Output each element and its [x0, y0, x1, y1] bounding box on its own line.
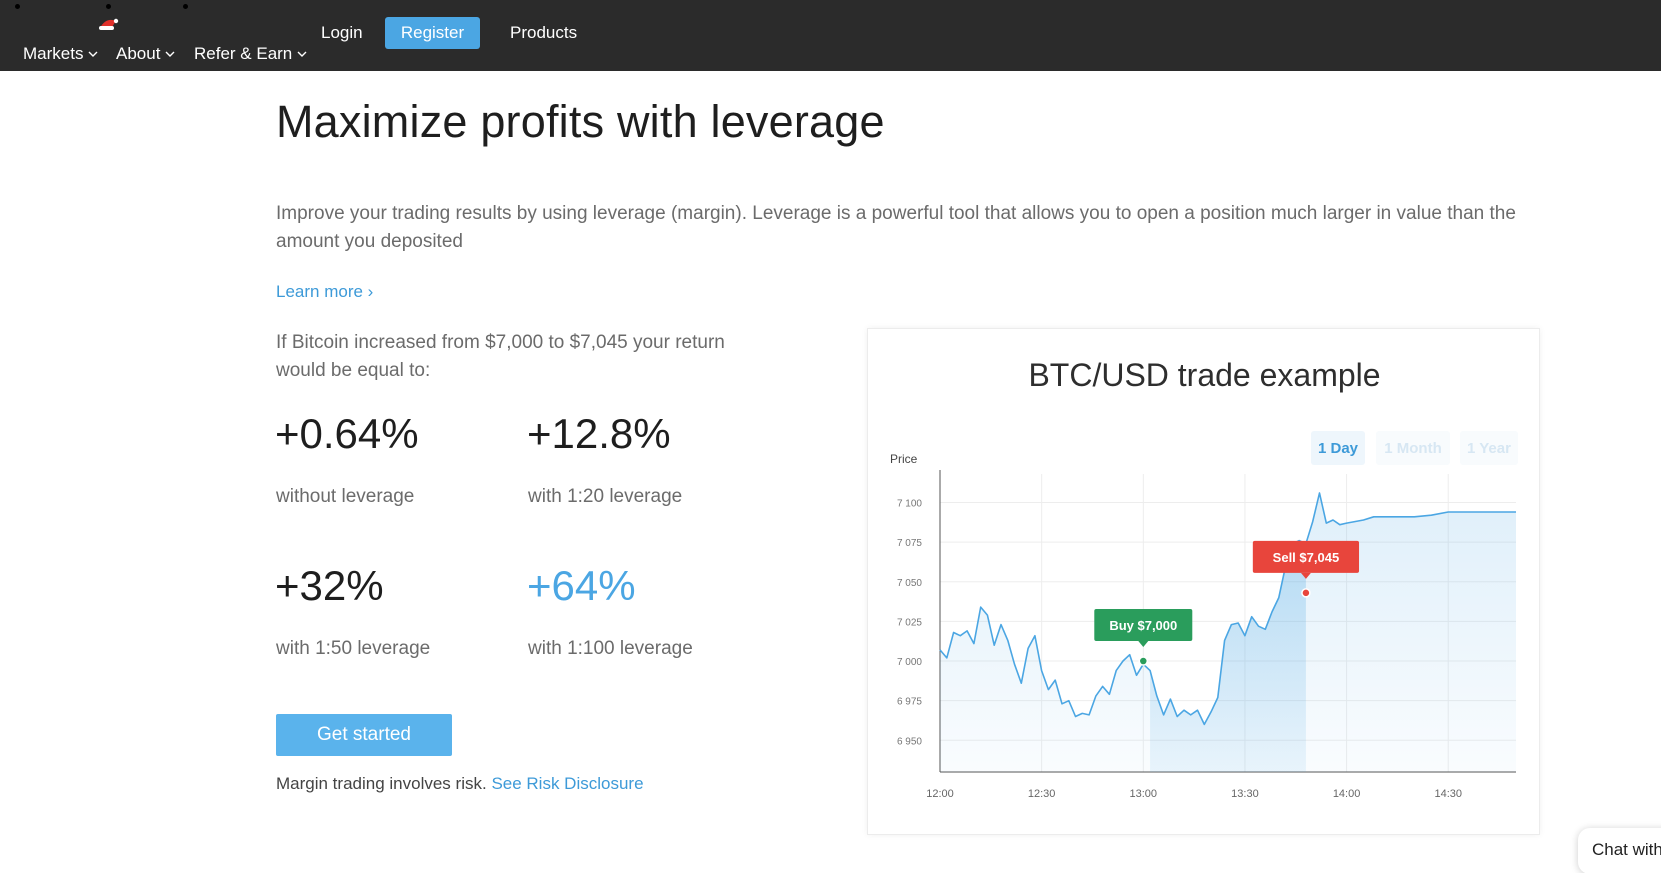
- nav-about[interactable]: About: [116, 44, 175, 64]
- range-tab-1-day[interactable]: 1 Day: [1311, 431, 1365, 465]
- return-question: If Bitcoin increased from $7,000 to $7,0…: [276, 332, 725, 381]
- login-link[interactable]: Login: [321, 23, 363, 42]
- hold-period-highlight: [1150, 540, 1306, 772]
- learn-more-link[interactable]: Learn more ›: [276, 282, 374, 301]
- y-tick-label: 7 050: [897, 578, 922, 589]
- buy-callout-pointer: [1138, 641, 1149, 648]
- x-tick-label: 14:30: [1434, 788, 1462, 800]
- x-tick-label: 14:00: [1333, 788, 1361, 800]
- decoration-dot: [183, 4, 188, 9]
- range-tab-1-month[interactable]: 1 Month: [1376, 431, 1450, 465]
- y-tick-label: 6 950: [897, 736, 922, 747]
- y-tick-label: 7 000: [897, 657, 922, 668]
- trade-example-card: BTC/USD trade example 1 Day 1 Month 1 Ye…: [867, 328, 1540, 835]
- buy-callout-label: Buy $7,000: [1109, 618, 1177, 633]
- x-tick-label: 12:30: [1028, 788, 1056, 800]
- stat-label-no-leverage: without leverage: [276, 486, 415, 507]
- y-tick-label: 7 075: [897, 538, 922, 549]
- chevron-down-icon: [165, 51, 175, 57]
- get-started-button[interactable]: Get started: [276, 714, 452, 756]
- decoration-dot: [106, 4, 111, 9]
- risk-disclaimer: Margin trading involves risk. See Risk D…: [276, 774, 644, 794]
- register-button[interactable]: Register: [385, 17, 480, 49]
- top-navigation: Markets About Refer & Earn Login Registe…: [0, 0, 1661, 71]
- nav-markets[interactable]: Markets: [23, 44, 98, 64]
- sell-callout-pointer: [1300, 572, 1311, 579]
- buy-point-marker: [1138, 656, 1149, 666]
- stat-value-no-leverage: +0.64%: [275, 410, 419, 457]
- stat-label-leverage-20: with 1:20 leverage: [528, 486, 683, 507]
- x-tick-label: 13:30: [1231, 788, 1259, 800]
- x-tick-label: 12:00: [926, 788, 954, 800]
- y-tick-label: 7 025: [897, 617, 922, 628]
- stat-value-leverage-20: +12.8%: [527, 410, 671, 457]
- santa-hat-icon: [99, 18, 119, 30]
- products-link[interactable]: Products: [510, 23, 578, 42]
- disclaimer-text: Margin trading involves risk.: [276, 774, 487, 793]
- x-tick-label: 13:00: [1130, 788, 1158, 800]
- chevron-down-icon: [297, 51, 307, 57]
- nav-markets-label: Markets: [23, 44, 84, 63]
- y-axis-label: Price: [890, 452, 918, 466]
- risk-disclosure-link[interactable]: See Risk Disclosure: [491, 774, 644, 793]
- sell-point-marker: [1301, 588, 1311, 598]
- chevron-down-icon: [88, 51, 98, 57]
- nav-about-label: About: [116, 44, 161, 63]
- sell-callout-box: [1252, 540, 1360, 573]
- sell-callout-label: Sell $7,045: [1273, 550, 1340, 565]
- decoration-dot: [15, 4, 20, 9]
- series-line: [939, 492, 1516, 726]
- range-tab-1-year[interactable]: 1 Year: [1460, 431, 1518, 465]
- y-tick-label: 7 100: [897, 499, 922, 510]
- stat-label-leverage-100: with 1:100 leverage: [528, 638, 693, 659]
- y-tick-label: 6 975: [897, 697, 922, 708]
- chat-widget-button[interactable]: Chat with us: [1578, 828, 1661, 873]
- nav-refer-earn[interactable]: Refer & Earn: [194, 44, 307, 64]
- stat-value-leverage-100: +64%: [527, 562, 636, 609]
- stat-value-leverage-50: +32%: [275, 562, 384, 609]
- chart-title: BTC/USD trade example: [1028, 357, 1381, 393]
- nav-refer-label: Refer & Earn: [194, 44, 293, 63]
- buy-callout-box: [1094, 609, 1193, 642]
- price-chart: 12:00 12:30 13:00 13:30 14:00 14:30 6 950 6 975…: [890, 452, 1516, 800]
- page-title: Maximize profits with leverage: [276, 96, 885, 147]
- intro-paragraph: Improve your trading results by using le…: [276, 203, 1516, 252]
- stat-label-leverage-50: with 1:50 leverage: [276, 638, 431, 659]
